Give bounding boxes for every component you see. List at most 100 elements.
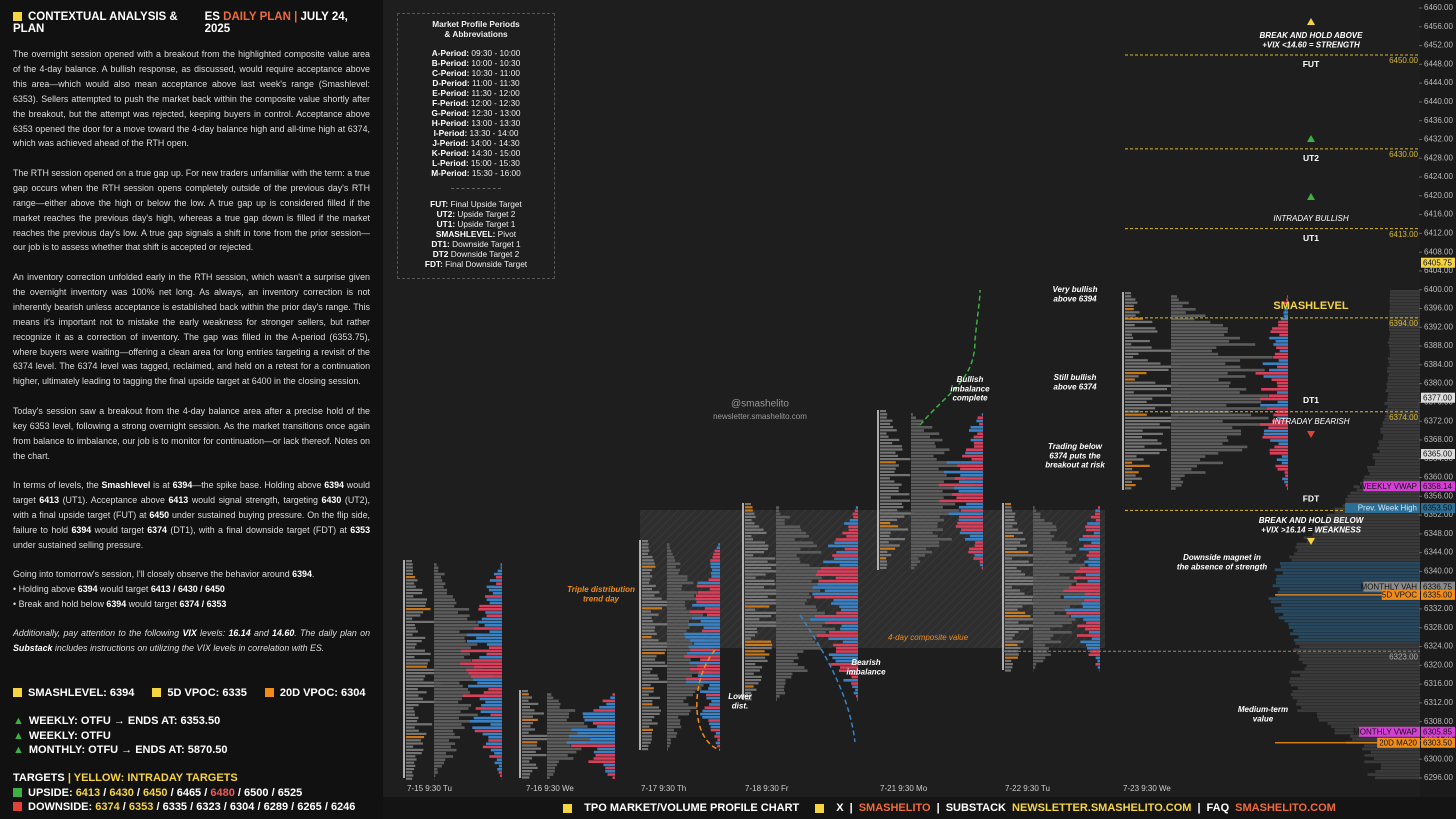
target: 6525 <box>277 786 303 799</box>
tpo-letters <box>1005 586 1012 589</box>
tpo-profile <box>667 565 676 569</box>
volume-bar <box>612 776 615 779</box>
volume-bar <box>969 534 983 538</box>
tpo-letters <box>1005 515 1015 518</box>
tpo-profile <box>434 710 461 713</box>
volume-bar <box>466 640 502 643</box>
text: An inventory correction unfolded early i… <box>13 271 370 387</box>
tpo-profile <box>911 518 945 522</box>
volume-bar <box>1287 295 1288 298</box>
period: B-Period: 10:00 - 10:30 <box>398 58 554 68</box>
tpo-profile <box>667 674 693 677</box>
tpo-letters <box>406 620 435 623</box>
k: I-Period: <box>433 128 468 138</box>
tpo-profile <box>667 732 678 735</box>
tpo-profile <box>1171 436 1228 439</box>
bold-text: 6394 <box>172 480 193 491</box>
tpo-letters <box>745 682 759 685</box>
tpo-profile <box>1171 461 1224 465</box>
tpo-profile <box>1033 512 1041 516</box>
square <box>264 688 274 697</box>
tpo-profile <box>434 691 471 694</box>
square <box>13 787 22 797</box>
tpo-letters <box>642 700 653 703</box>
tpo-letters <box>745 535 752 538</box>
volume-bar <box>1277 468 1288 471</box>
volume-bar <box>959 531 983 535</box>
tpo-profile <box>1033 605 1071 608</box>
tpo-letters <box>880 557 887 560</box>
slash: / <box>136 786 140 799</box>
v: 15:00 - 15:30 <box>470 158 520 168</box>
volume-bar <box>1272 327 1288 330</box>
volume-bar <box>471 659 502 662</box>
composite-profile <box>1364 760 1420 764</box>
tpo-letters <box>745 506 753 509</box>
annotation: Lower <box>728 692 752 701</box>
tpo-profile <box>1033 592 1091 596</box>
price-tag <box>1421 589 1455 600</box>
volume-bar <box>825 621 858 624</box>
slash: / <box>237 786 241 799</box>
annotation: newsletter.smashelito.com <box>713 412 807 421</box>
tpo-letters <box>642 658 656 661</box>
volume-bar <box>498 771 502 774</box>
volume-bar <box>840 608 858 612</box>
tpo-profile <box>667 636 690 639</box>
tpo-letters <box>522 712 544 715</box>
tpo-letters <box>406 736 425 739</box>
tpo-profile <box>667 600 686 604</box>
tpo-profile <box>1033 551 1066 554</box>
key-levels: SMASHLEVEL: 6394 5D VPOC: 6335 20D VPOC: 6… <box>13 686 365 701</box>
volume-bar <box>605 766 615 770</box>
tag-name: Prev. Week High <box>1358 504 1417 513</box>
volume-bar <box>685 636 720 639</box>
abbr: DT1: Downside Target 1 <box>398 239 554 249</box>
tpo-letters <box>406 710 415 713</box>
tpo-letters <box>880 477 890 480</box>
tpo-profile <box>911 541 940 544</box>
volume-bar <box>571 744 615 747</box>
volume-bar <box>602 699 615 703</box>
volume-bar <box>832 554 858 557</box>
tpo-profile <box>1033 656 1046 660</box>
tpo-profile <box>434 736 461 739</box>
composite-profile <box>1297 709 1420 712</box>
volume-bar <box>973 557 983 560</box>
tpo-profile <box>547 731 581 735</box>
target: 6374 <box>95 801 120 814</box>
volume-bar <box>977 416 983 419</box>
tpo-profile <box>911 422 920 426</box>
volume-bar <box>853 515 858 519</box>
volume-bar <box>834 557 858 560</box>
tpo-letters <box>1125 391 1134 394</box>
text: The overnight session opened with a brea… <box>13 49 370 149</box>
composite-profile <box>1268 597 1420 600</box>
volume-bar <box>709 684 720 687</box>
tpo-profile <box>776 528 802 532</box>
volume-bar <box>490 748 502 752</box>
tpo-profile <box>776 691 786 695</box>
tpo-profile <box>547 709 576 712</box>
volume-bar <box>1273 343 1288 346</box>
tpo-letters <box>642 661 666 664</box>
composite-profile <box>1297 686 1420 690</box>
volume-bar <box>1086 554 1100 557</box>
tpo-profile <box>1033 602 1083 605</box>
tpo-profile <box>1033 522 1053 525</box>
tpo-profile <box>776 551 822 554</box>
tpo-profile <box>667 613 703 617</box>
annotation: BREAK AND HOLD ABOVE <box>1260 31 1364 40</box>
tpo-letters <box>880 538 905 541</box>
tpo-letters <box>642 741 651 744</box>
tpo-profile <box>547 696 554 699</box>
annotation: imbalance <box>950 384 990 393</box>
composite-profile <box>1367 466 1420 469</box>
composite-profile <box>1275 581 1420 584</box>
tpo-letters <box>880 502 902 505</box>
tpo-letters <box>745 528 764 531</box>
slash: / <box>122 801 126 814</box>
tpo-letters <box>745 538 753 541</box>
tpo-profile <box>434 688 469 691</box>
tpo-profile <box>776 669 808 672</box>
